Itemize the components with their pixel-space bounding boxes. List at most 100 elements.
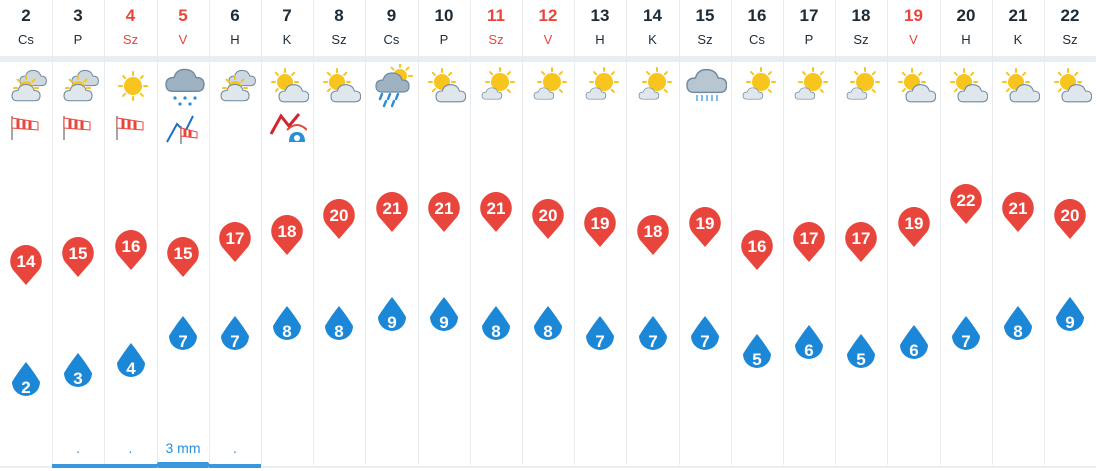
min-temp-drop: 7	[165, 314, 201, 358]
day-number: 14	[643, 6, 662, 25]
day-column[interactable]: 6 H 17 7.	[209, 0, 261, 471]
day-column[interactable]: 2 Cs 14 2	[0, 0, 52, 471]
precipitation-bar	[209, 464, 261, 468]
precipitation-bar	[52, 464, 104, 468]
sun-small-cloud-icon	[835, 64, 887, 108]
day-column[interactable]: 8 Sz 20 8	[313, 0, 365, 471]
min-temp-drop: 7	[687, 314, 723, 358]
day-column[interactable]: 11 Sz 21 8	[470, 0, 522, 471]
max-temp-pin: 21	[1000, 190, 1036, 234]
day-column[interactable]: 15 Sz 19 7	[679, 0, 731, 471]
day-number: 12	[538, 6, 558, 25]
min-temp-drop: 8	[478, 304, 514, 348]
max-temp-value: 16	[121, 236, 141, 256]
day-column[interactable]: 4 Sz 16 4.	[104, 0, 157, 471]
day-column[interactable]: 16 Cs 16 5	[731, 0, 783, 471]
sun-small-cloud-icon	[574, 64, 626, 108]
day-number: 7	[282, 6, 292, 25]
day-of-week: Cs	[749, 32, 765, 47]
partly-cloudy-sun-icon	[209, 64, 261, 108]
min-temp-drop: 3	[60, 351, 96, 395]
partly-cloudy-sun-icon	[0, 64, 52, 108]
column-divider	[104, 0, 105, 465]
day-of-week: Cs	[383, 32, 400, 47]
max-temp-value: 18	[643, 221, 663, 241]
day-of-week: V	[543, 32, 553, 47]
day-column[interactable]: 22 Sz 20 9	[1044, 0, 1096, 471]
day-column[interactable]: 5 V 15 7 3 mm	[157, 0, 209, 471]
day-number: 18	[851, 6, 871, 25]
max-temp-value: 18	[277, 221, 297, 241]
min-temp-value: 4	[126, 359, 136, 379]
day-column[interactable]: 7 K 18 8	[261, 0, 313, 471]
column-divider	[261, 0, 262, 465]
cloud-rain-icon	[157, 64, 209, 108]
column-divider	[992, 0, 993, 465]
day-column[interactable]: 12 V 20 8	[522, 0, 574, 471]
min-temp-value: 7	[595, 331, 605, 351]
day-column[interactable]: 19 V 19 6	[887, 0, 940, 471]
column-divider	[52, 0, 53, 465]
day-number: 9	[386, 6, 397, 25]
min-temp-value: 3	[73, 368, 83, 388]
min-temp-value: 8	[334, 322, 344, 342]
day-of-week: Sz	[488, 32, 504, 47]
day-number: 3	[73, 6, 83, 25]
day-of-week: Sz	[122, 32, 139, 47]
sun-cloud-icon	[940, 64, 992, 108]
day-column[interactable]: 10 P 21 9	[418, 0, 470, 471]
day-number: 13	[590, 6, 610, 25]
day-of-week: P	[439, 32, 449, 47]
day-of-week: K	[282, 32, 292, 47]
max-temp-pin: 17	[791, 220, 827, 264]
column-divider	[1044, 0, 1045, 465]
max-temp-pin: 20	[321, 197, 357, 241]
sun-small-cloud-icon	[470, 64, 522, 108]
day-column[interactable]: 21 K 21 8	[992, 0, 1044, 471]
day-number: 5	[178, 6, 188, 25]
day-column[interactable]: 9 Cs 21 9	[365, 0, 418, 471]
sun-cloud-icon	[313, 64, 365, 108]
max-temp-pin: 15	[165, 235, 201, 279]
windsock-icon	[52, 112, 104, 144]
day-column[interactable]: 18 Sz 17 5	[835, 0, 887, 471]
day-number: 2	[21, 6, 31, 25]
min-temp-drop: 8	[269, 304, 305, 348]
day-number: 19	[904, 6, 923, 25]
column-divider	[940, 0, 941, 465]
max-temp-pin: 20	[1052, 197, 1088, 241]
sun-small-cloud-icon	[626, 64, 679, 108]
min-temp-drop: 8	[1000, 304, 1036, 348]
storm-windsock-icon	[157, 112, 209, 144]
max-temp-value: 19	[695, 214, 715, 233]
sun-small-cloud-icon	[783, 64, 835, 108]
precipitation-amount: .	[76, 440, 80, 456]
windsock-icon	[104, 112, 157, 144]
day-column[interactable]: 14 K 18 7	[626, 0, 679, 471]
day-number: 11	[487, 6, 505, 25]
min-temp-drop: 9	[426, 295, 462, 339]
min-temp-drop: 2	[8, 360, 44, 404]
column-divider	[574, 0, 575, 465]
sun-cloud-icon	[261, 64, 313, 108]
day-column[interactable]: 20 H 22 7	[940, 0, 992, 471]
day-number: 6	[230, 6, 240, 25]
min-temp-value: 5	[752, 350, 762, 370]
sun-cloud-rain-icon	[365, 64, 418, 108]
max-temp-value: 17	[225, 229, 245, 249]
min-temp-value: 8	[1013, 322, 1023, 342]
day-column[interactable]: 17 P 17 6	[783, 0, 835, 471]
column-divider	[835, 0, 836, 465]
column-divider	[470, 0, 471, 465]
max-temp-pin: 19	[896, 205, 932, 249]
min-temp-value: 9	[1065, 312, 1075, 332]
max-temp-pin: 18	[269, 213, 305, 257]
day-column[interactable]: 13 H 19 7	[574, 0, 626, 471]
day-column[interactable]: 3 P 15 3.	[52, 0, 104, 471]
sun-cloud-icon	[1044, 64, 1096, 108]
day-of-week: P	[804, 32, 814, 47]
max-temp-value: 17	[799, 229, 819, 249]
max-temp-value: 21	[382, 198, 402, 218]
max-temp-pin: 14	[8, 243, 44, 287]
column-divider	[157, 0, 158, 465]
